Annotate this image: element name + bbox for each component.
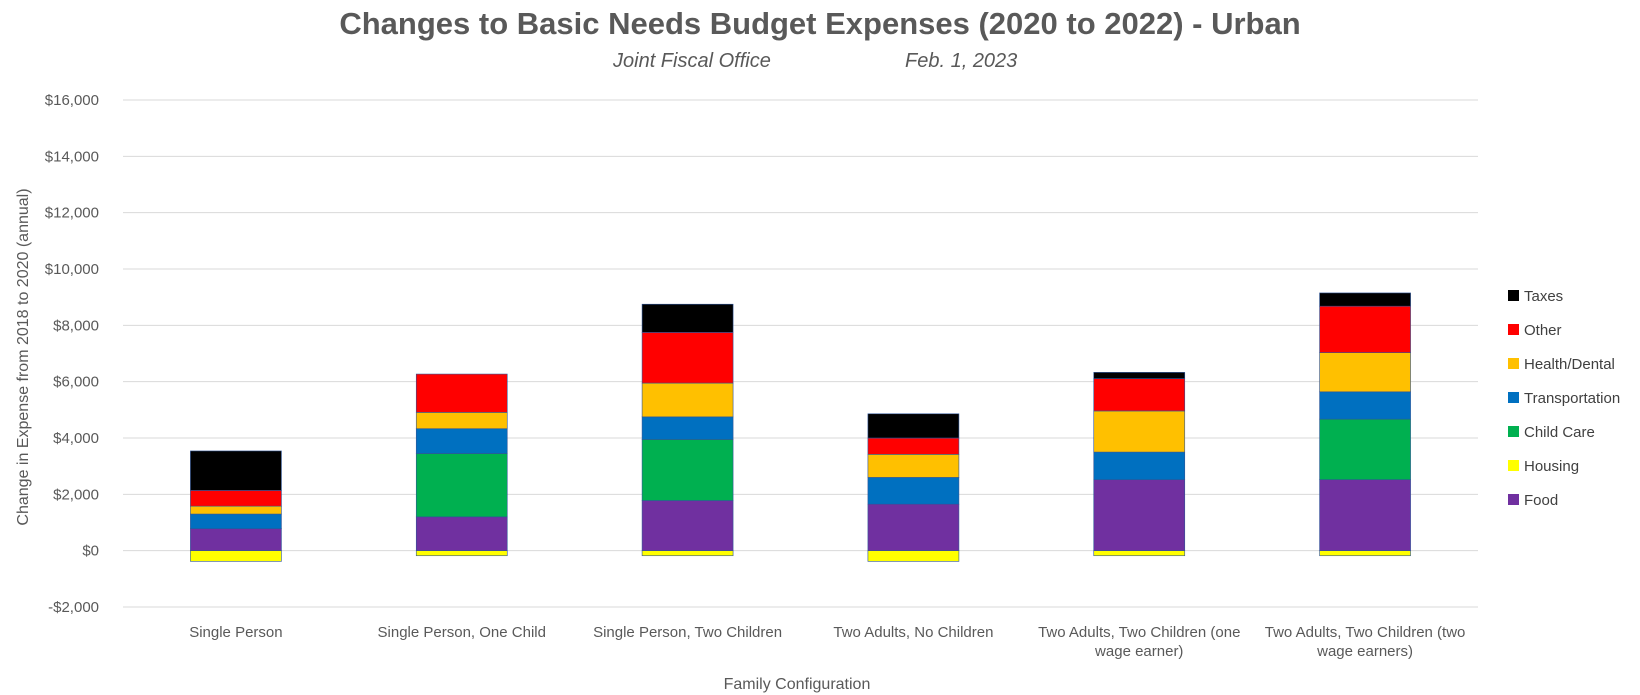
legend-item: Taxes (1508, 288, 1563, 305)
bar-segment-child-care (415, 453, 508, 518)
legend-label: Transportation (1524, 390, 1620, 407)
bar-segment-health-dental (190, 505, 282, 515)
bar-segment-taxes (190, 450, 282, 491)
bar-segment-transportation (867, 477, 960, 505)
y-tick-label: -$2,000 (48, 599, 99, 616)
bar-segment-food (190, 528, 282, 551)
legend-label: Food (1524, 492, 1558, 509)
bar-segment-food (641, 500, 734, 551)
bar-segment-food (867, 503, 960, 551)
legend-label: Health/Dental (1524, 356, 1615, 373)
bar-segment-food (1319, 479, 1411, 551)
legend-label: Child Care (1524, 424, 1595, 441)
bar-segment-health-dental (1093, 410, 1186, 453)
y-axis-tick-labels: -$2,000 $0 $2,000 $4,000 $6,000 $8,000 $10,000… (45, 92, 99, 616)
legend-item: Other (1508, 322, 1562, 339)
bar-segment-housing (1093, 550, 1186, 557)
bar-stack (867, 413, 960, 562)
legend-swatch (1508, 494, 1519, 505)
gridlines (123, 99, 1478, 608)
legend-swatch (1508, 324, 1519, 335)
legend-item: Health/Dental (1508, 356, 1615, 373)
bar-segment-other (1319, 305, 1411, 353)
bar-segment-child-care (1319, 418, 1411, 480)
y-tick-label: $2,000 (53, 486, 99, 503)
legend-label: Taxes (1524, 288, 1563, 305)
legend-item: Child Care (1508, 424, 1595, 441)
y-tick-label: $16,000 (45, 92, 99, 109)
bar-segment-taxes (1093, 372, 1186, 379)
bar-segment-health-dental (641, 382, 734, 418)
y-tick-label: $14,000 (45, 148, 99, 165)
bar-segment-housing (1319, 550, 1411, 557)
bar-segment-other (867, 437, 960, 455)
bar-segment-housing (641, 550, 734, 557)
legend-item: Food (1508, 492, 1558, 509)
chart-title: Changes to Basic Needs Budget Expenses (… (339, 6, 1301, 41)
y-tick-label: $4,000 (53, 430, 99, 447)
y-axis-title: Change in Expense from 2018 to 2020 (ann… (15, 188, 32, 525)
x-category-label: Single Person (189, 624, 282, 641)
bar-segment-transportation (1093, 451, 1186, 480)
bar-stack (1093, 372, 1186, 557)
legend: Taxes Other Health/Dental Transportation Chi… (1508, 288, 1620, 509)
x-axis-category-labels: Single Person Single Person, One Child Sin… (189, 624, 1465, 660)
bar-segment-taxes (867, 413, 960, 439)
x-category-label: Single Person, Two Children (593, 624, 782, 641)
bar-segment-child-care (641, 439, 734, 501)
chart-subtitle-left: Joint Fiscal Office (613, 50, 771, 72)
bar-stack (1319, 292, 1411, 557)
x-category-label: Two Adults, Two Children (one wage earner… (1038, 624, 1240, 660)
legend-item: Transportation (1508, 390, 1620, 407)
legend-swatch (1508, 290, 1519, 301)
y-tick-label: $10,000 (45, 261, 99, 278)
bar-segment-taxes (641, 303, 734, 333)
bar-segment-other (1093, 378, 1186, 412)
bars (190, 292, 1411, 562)
x-axis-title: Family Configuration (724, 676, 871, 693)
bar-segment-health-dental (415, 412, 508, 430)
bar-segment-housing (415, 550, 508, 557)
bar-stack (415, 373, 508, 557)
bar-segment-health-dental (1319, 352, 1411, 393)
bar-segment-health-dental (867, 454, 960, 478)
legend-swatch (1508, 426, 1519, 437)
legend-label: Housing (1524, 458, 1579, 475)
bar-stack (641, 303, 734, 557)
bar-segment-transportation (190, 513, 282, 529)
bar-segment-taxes (1319, 292, 1411, 307)
x-category-label: Single Person, One Child (378, 624, 546, 641)
legend-swatch (1508, 358, 1519, 369)
bar-stack (190, 450, 282, 562)
x-category-label: Two Adults, No Children (833, 624, 993, 641)
legend-label: Other (1524, 322, 1562, 339)
y-tick-label: $12,000 (45, 205, 99, 222)
y-tick-label: $6,000 (53, 374, 99, 391)
bar-segment-transportation (415, 428, 508, 454)
bar-segment-transportation (641, 416, 734, 440)
y-tick-label: $0 (82, 543, 99, 560)
bar-segment-housing (867, 550, 960, 562)
bar-segment-other (641, 332, 734, 384)
bar-segment-other (190, 490, 282, 507)
chart-subtitle-right: Feb. 1, 2023 (905, 50, 1018, 72)
y-tick-label: $8,000 (53, 317, 99, 334)
bar-segment-housing (190, 550, 282, 562)
legend-swatch (1508, 392, 1519, 403)
bar-segment-transportation (1319, 391, 1411, 420)
bar-segment-food (415, 516, 508, 551)
bar-segment-other (415, 373, 508, 413)
legend-swatch (1508, 460, 1519, 471)
legend-item: Housing (1508, 458, 1579, 475)
x-category-label: Two Adults, Two Children (two wage earner… (1265, 624, 1466, 660)
bar-segment-food (1093, 479, 1186, 551)
